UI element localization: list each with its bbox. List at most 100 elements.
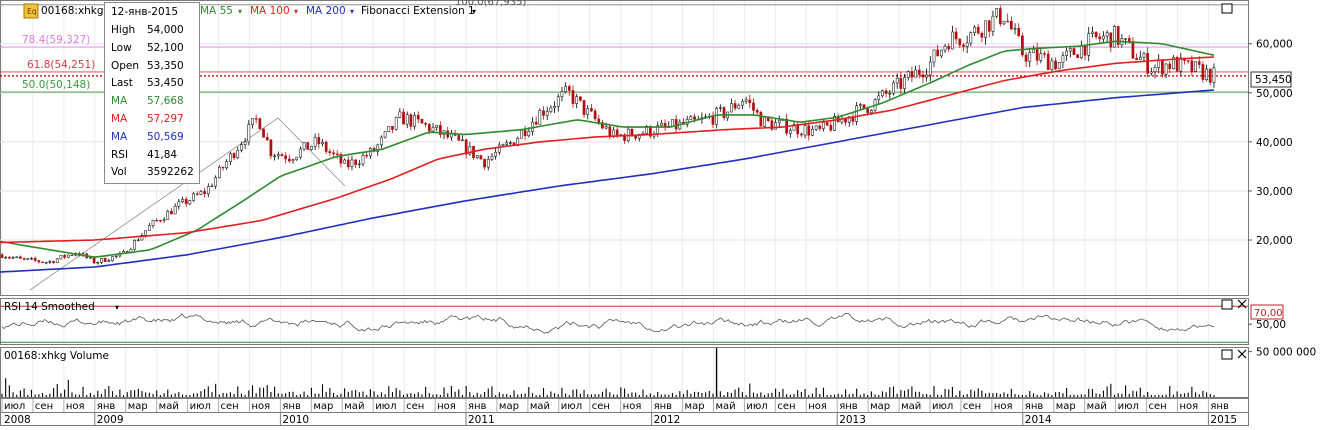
moving-average-line	[0, 89, 1215, 273]
candle-body	[534, 121, 538, 125]
info-row-label: Last	[111, 77, 133, 90]
month-label: ноя	[66, 401, 85, 412]
info-row: Last 53,450	[111, 77, 197, 93]
candle-body	[844, 118, 847, 123]
year-label: 2010	[282, 414, 309, 426]
info-row-value: 57,668	[147, 95, 184, 108]
candle-body	[140, 234, 144, 241]
year-label: 2011	[468, 414, 495, 426]
legend-ma100-dropdown-icon[interactable]: ▾	[294, 7, 298, 16]
candle-body	[332, 152, 335, 155]
maximize-price-icon[interactable]	[1221, 3, 1233, 14]
month-label: мар	[128, 401, 148, 412]
candle-body	[940, 49, 943, 57]
candle-body	[450, 133, 453, 138]
candle-body	[63, 255, 66, 258]
candle-body	[310, 146, 313, 150]
info-date: 12-янв-2015	[111, 6, 179, 18]
candle-body	[991, 15, 995, 32]
month-label: янв	[468, 401, 487, 412]
candle-body	[317, 137, 321, 145]
month-label: мар	[313, 401, 333, 412]
candle-body	[232, 153, 236, 159]
candle-body	[910, 71, 914, 78]
candle-body	[1164, 63, 1168, 75]
rsi-dropdown-icon[interactable]: ▾	[115, 303, 119, 312]
candle-body	[324, 141, 328, 152]
volume-tick-label: 50 000 000	[1256, 347, 1316, 359]
info-row: Open 53,350	[111, 60, 197, 76]
month-label: сен	[963, 401, 981, 412]
candle-body	[943, 45, 947, 51]
month-label: сен	[1149, 401, 1167, 412]
info-row-label: Vol	[111, 166, 127, 179]
legend-ma200[interactable]: MA 200	[306, 5, 346, 17]
price-tick-label: 30,000	[1256, 186, 1293, 198]
candle-body	[136, 239, 140, 242]
month-label: июл	[932, 401, 953, 412]
candle-body	[1109, 32, 1113, 48]
legend-fibonacci[interactable]: Fibonacci Extension 1	[361, 5, 475, 17]
candle-body	[287, 158, 291, 162]
maximize-rsi-icon[interactable]	[1221, 299, 1233, 310]
month-label: янв	[282, 401, 301, 412]
candle-body	[545, 111, 549, 116]
candle-body	[402, 111, 405, 125]
candle-body	[335, 153, 339, 155]
candle-body	[770, 120, 774, 130]
candle-body	[380, 136, 383, 146]
candle-body	[542, 110, 545, 116]
legend-ma100[interactable]: MA 100	[250, 5, 290, 17]
candle-body	[998, 8, 1002, 25]
candle-body	[229, 153, 232, 162]
legend-ma55-dropdown-icon[interactable]: ▾	[238, 7, 242, 16]
rsi-panel: 50,00	[0, 298, 1286, 345]
candle-body	[383, 131, 387, 138]
legend-ma55[interactable]: MA 55	[200, 5, 233, 17]
month-label: мар	[870, 401, 890, 412]
month-label: июл	[746, 401, 767, 412]
candle-body	[575, 96, 579, 104]
candle-body	[800, 133, 803, 136]
candle-body	[188, 200, 192, 205]
candle-body	[1057, 62, 1061, 70]
candle-body	[339, 154, 343, 164]
candle-body	[100, 258, 103, 263]
legend-fibonacci-dropdown-icon[interactable]: ▾	[472, 7, 476, 16]
year-label: 2012	[654, 414, 681, 426]
candle-body	[1212, 67, 1216, 83]
close-volume-icon[interactable]	[1237, 349, 1247, 359]
candle-body	[276, 154, 280, 157]
candle-body	[203, 191, 206, 194]
candle-body	[1161, 60, 1164, 75]
candle-body	[906, 71, 910, 78]
maximize-volume-icon[interactable]	[1221, 349, 1233, 360]
candle-body	[892, 82, 895, 94]
close-rsi-icon[interactable]	[1237, 299, 1247, 309]
candle-body	[494, 151, 497, 157]
candle-body	[788, 130, 792, 134]
rsi-marker-tag: 70,00	[1250, 304, 1284, 320]
month-label: ноя	[808, 401, 827, 412]
candle-body	[181, 198, 184, 203]
candle-body	[958, 38, 962, 46]
candle-body	[468, 146, 472, 155]
candle-body	[1006, 20, 1010, 23]
month-label: мар	[685, 401, 705, 412]
candle-body	[343, 159, 346, 164]
candle-body	[556, 96, 560, 107]
candle-body	[159, 220, 162, 222]
candle-body	[394, 117, 398, 130]
candle-body	[792, 124, 796, 131]
rsi-title[interactable]: RSI 14 Smoothed	[4, 301, 95, 313]
candle-body	[888, 93, 892, 95]
legend-ma200-dropdown-icon[interactable]: ▾	[350, 7, 354, 16]
volume-bars	[1, 348, 1215, 397]
candle-body	[538, 110, 542, 125]
candle-body	[1205, 68, 1208, 80]
candle-body	[306, 142, 310, 150]
candle-body	[262, 128, 265, 138]
candle-body	[903, 77, 906, 89]
info-row-label: MA	[111, 130, 128, 143]
